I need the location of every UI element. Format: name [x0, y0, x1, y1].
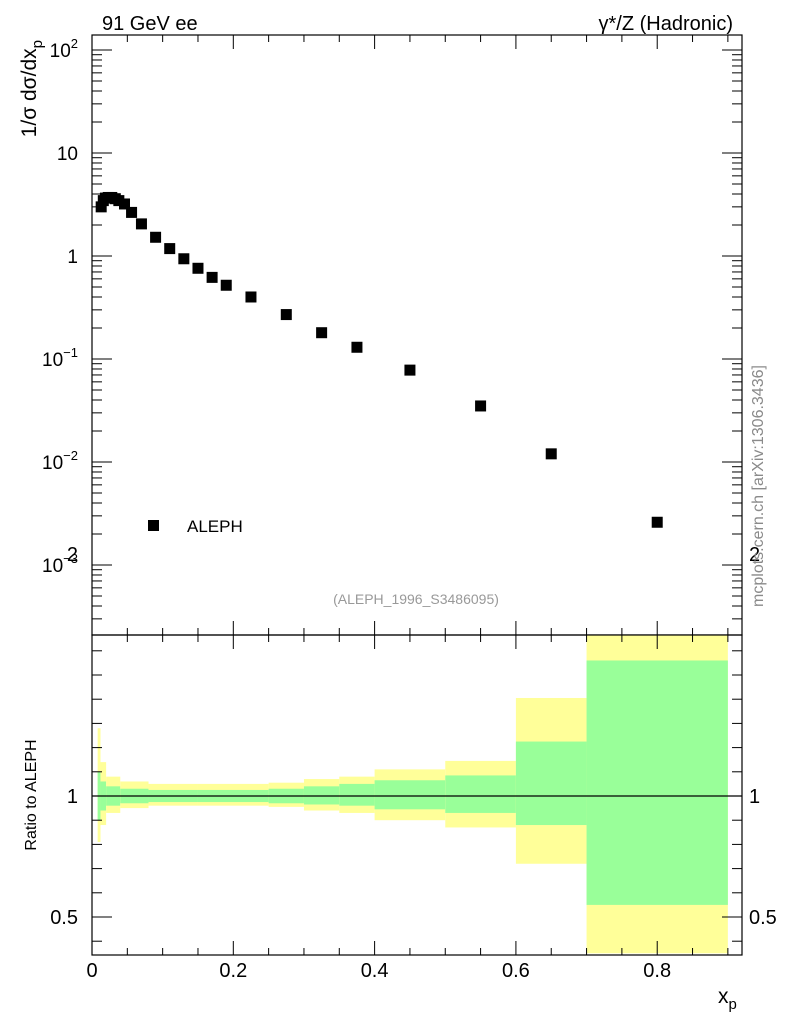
y-tick-label: 102 [50, 36, 78, 62]
ratio-plot-panel: 0 0.2 0.4 0.6 0.8 0.5 0.5 1 1 2 2 Ratio to ALEPH xp [23, 544, 777, 1013]
y-tick-label: 10 [57, 144, 78, 165]
x-axis-label: xp [718, 985, 737, 1013]
ratio-y-axis-label: Ratio to ALEPH [23, 739, 40, 850]
data-point [164, 243, 176, 255]
analysis-tag: (ALEPH_1996_S3486095) [333, 591, 499, 607]
legend-label: ALEPH [187, 517, 243, 536]
y-tick-label: 1 [67, 247, 78, 268]
data-point [651, 516, 663, 528]
data-point [245, 291, 257, 303]
band-inner [374, 780, 446, 810]
main-plot-panel: 102 10 1 10−1 10−2 10−3 1/σ dσ/dxp [18, 34, 743, 636]
data-point [113, 195, 125, 207]
data-point [351, 341, 363, 353]
ratio-frame [91, 634, 743, 956]
data-point [280, 309, 292, 321]
y-tick-label: 10−2 [42, 448, 78, 474]
ratio-y-tick-label-right: 0.5 [749, 907, 777, 929]
band-inner [303, 786, 340, 805]
x-tick-label: 0.4 [361, 960, 389, 982]
data-point [316, 327, 328, 339]
x-tick-label: 0.6 [502, 960, 530, 982]
data-point [220, 279, 232, 291]
x-tick-label: 0.8 [643, 960, 671, 982]
band-inner [445, 775, 516, 813]
header-right-label: γ*/Z (Hadronic) [599, 13, 733, 35]
ratio-y-tick-label: 2 [67, 544, 78, 566]
band-inner [515, 741, 587, 826]
watermark-text: mcplots.cern.ch [arXiv:1306.3436] [750, 365, 767, 607]
legend: ALEPH [148, 517, 243, 536]
data-point [135, 218, 147, 230]
data-point [545, 448, 557, 460]
main-frame [91, 34, 743, 636]
band-inner [339, 783, 375, 806]
data-point [95, 201, 107, 213]
data-point [206, 271, 218, 283]
data-point [404, 364, 416, 376]
header-left-label: 91 GeV ee [102, 13, 198, 35]
ratio-y-tick-label-right: 2 [749, 544, 760, 566]
data-point [192, 262, 204, 274]
x-tick-label: 0.2 [219, 960, 247, 982]
main-y-axis-label: 1/σ dσ/dxp [18, 40, 46, 137]
ratio-y-tick-label: 1 [67, 786, 78, 808]
x-tick-label: 0 [86, 960, 97, 982]
ratio-y-tick-label: 0.5 [50, 907, 78, 929]
data-point [475, 400, 487, 412]
data-point [150, 231, 162, 243]
band-inner [586, 660, 728, 905]
ratio-y-tick-label-right: 1 [749, 786, 760, 808]
legend-marker [148, 520, 159, 531]
data-point [178, 253, 190, 265]
aleph-data-series [95, 191, 663, 528]
y-tick-label: 10−1 [42, 345, 78, 371]
y-tick-label: 10−3 [42, 551, 78, 577]
ratio-bands [97, 635, 728, 954]
data-point [119, 198, 130, 210]
data-point [126, 206, 138, 218]
